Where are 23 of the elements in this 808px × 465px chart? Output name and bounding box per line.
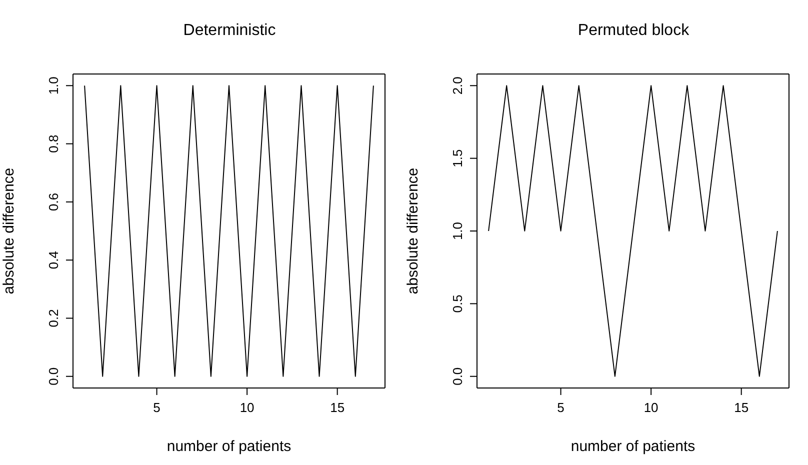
x-tick-label: 10 xyxy=(240,400,254,416)
chart-title: Permuted block xyxy=(576,22,690,40)
x-tick-label: 10 xyxy=(644,400,658,416)
x-tick-label: 5 xyxy=(557,400,564,416)
y-tick-label: 0.8 xyxy=(46,134,61,153)
chart-title: Deterministic xyxy=(182,22,277,40)
x-tick-label: 15 xyxy=(734,400,749,416)
y-tick-label: 1.5 xyxy=(450,149,465,168)
y-tick-label: 1.0 xyxy=(46,76,61,95)
y-tick-label: 0.4 xyxy=(46,251,61,270)
x-axis-title: number of patients xyxy=(570,438,696,455)
x-tick-label: 15 xyxy=(330,400,345,416)
y-axis-title: absolute difference xyxy=(404,168,422,294)
y-axis-title: absolute difference xyxy=(0,168,18,294)
y-tick-label: 0.6 xyxy=(46,192,61,211)
y-tick-label: 2.0 xyxy=(450,76,465,95)
y-tick-label: 0.5 xyxy=(450,294,465,313)
y-tick-label: 1.0 xyxy=(450,222,465,240)
y-tick-label: 0.0 xyxy=(46,367,61,386)
x-tick-label: 5 xyxy=(153,400,160,416)
x-axis-title: number of patients xyxy=(166,438,292,455)
y-tick-label: 0.0 xyxy=(450,367,465,386)
y-tick-label: 0.2 xyxy=(46,309,61,328)
